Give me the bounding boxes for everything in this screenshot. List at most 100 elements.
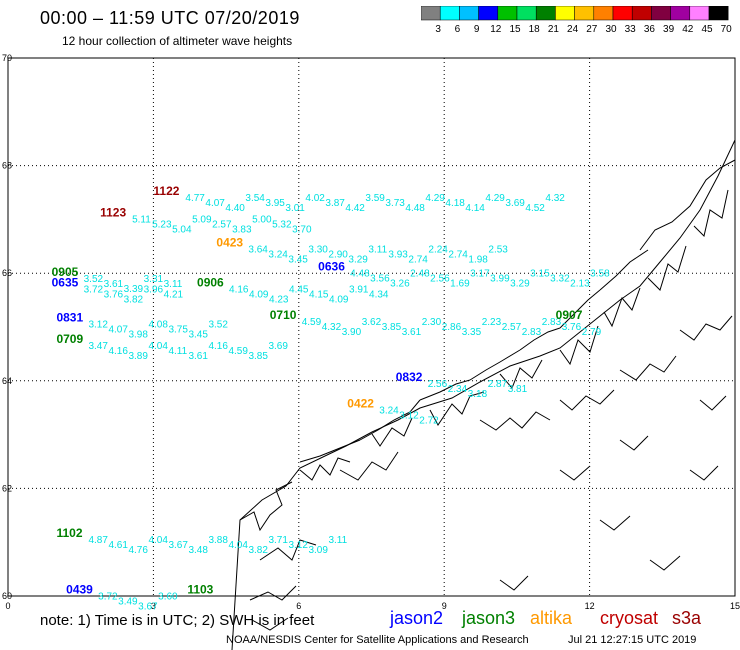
wave-height-value: 3.09 bbox=[308, 545, 328, 556]
wave-height-value: 3.73 bbox=[385, 198, 405, 209]
wave-height-value: 4.15 bbox=[309, 290, 329, 301]
wave-height-value: 4.34 bbox=[369, 290, 389, 301]
wave-height-value: 4.09 bbox=[329, 295, 349, 306]
pass-time-label: 0635 bbox=[52, 276, 79, 290]
wave-height-value: 3.31 bbox=[144, 274, 164, 285]
pass-time-label: 0907 bbox=[556, 308, 583, 322]
wave-height-value: 4.16 bbox=[108, 346, 128, 357]
y-tick-label: 68 bbox=[2, 161, 12, 171]
wave-height-value: 3.11 bbox=[328, 535, 347, 546]
legend-cryosat: cryosat bbox=[600, 608, 659, 628]
satellite-tracks: 4.77 4.07 4.403.54 3.95 3.014.02 3.87 4.423.59… bbox=[52, 184, 610, 612]
wave-height-value: 3.81 bbox=[508, 384, 528, 395]
pass-time-label: 1122 bbox=[153, 184, 179, 198]
wave-height-value: 3.62 bbox=[362, 317, 382, 328]
colorbar-label: 24 bbox=[567, 24, 579, 35]
wave-height-value: 5.00 bbox=[252, 215, 272, 226]
colorbar-label: 12 bbox=[490, 24, 502, 35]
wave-height-value: 4.32 bbox=[322, 322, 342, 333]
legend-s3a: s3a bbox=[672, 608, 702, 628]
colorbar-label: 45 bbox=[701, 24, 713, 35]
wave-height-value: 1.98 bbox=[468, 254, 488, 265]
wave-height-value: 3.67 bbox=[168, 540, 188, 551]
pass-time-label: 0906 bbox=[197, 276, 224, 290]
wave-height-value: 4.52 bbox=[525, 203, 545, 214]
wave-height-value: 3.61 bbox=[188, 351, 208, 362]
wave-height-value: 2.24 bbox=[428, 244, 448, 255]
wave-height-value: 4.77 bbox=[185, 193, 205, 204]
wave-height-value: 3.45 bbox=[188, 330, 208, 341]
wave-height-value: 3.90 bbox=[342, 327, 362, 338]
wave-height-value: 4.29 bbox=[425, 193, 445, 204]
wave-height-value: 4.11 bbox=[168, 346, 187, 357]
wave-height-value: 4.40 bbox=[225, 203, 245, 214]
track-0709: 3.47 4.16 3.894.04 4.11 3.614.16 4.59 3.853.69… bbox=[56, 332, 288, 362]
wave-height-value: 2.57 bbox=[502, 322, 522, 333]
wave-height-value: 3.99 bbox=[490, 274, 510, 285]
wave-height-value: 3.70 bbox=[292, 225, 312, 236]
colorbar-label: 33 bbox=[625, 24, 637, 35]
track-0423: 3.64 3.24 3.453.30 2.90 3.293.11 3.93 2.742.24… bbox=[216, 235, 508, 265]
legend-altika: altika bbox=[530, 608, 573, 628]
wave-height-value: 3.64 bbox=[248, 244, 268, 255]
wave-height-value: 2.34 bbox=[448, 384, 468, 395]
wave-height-value: 3.96 bbox=[144, 285, 164, 296]
y-tick-label: 62 bbox=[2, 483, 12, 493]
wave-height-value: 3.12 bbox=[399, 411, 419, 422]
wave-height-value: 2.72 bbox=[419, 416, 439, 427]
wave-height-value: 4.08 bbox=[148, 320, 168, 331]
wave-height-value: 5.23 bbox=[152, 220, 172, 231]
wave-height-value: 4.42 bbox=[345, 203, 365, 214]
wave-height-value: 2.56 bbox=[428, 379, 448, 390]
colorbar-swatch bbox=[708, 6, 729, 21]
wave-height-value: 3.24 bbox=[379, 406, 399, 417]
wave-height-value: 2.56 bbox=[430, 274, 450, 285]
wave-height-value: 4.59 bbox=[228, 346, 248, 357]
axis-ticks: 0 3 6 9 12 15 60 62 64 66 68 70 bbox=[2, 53, 740, 611]
plot-frame bbox=[7, 57, 736, 597]
wave-height-value: 3.72 bbox=[98, 591, 118, 602]
colorbar-label: 42 bbox=[682, 24, 694, 35]
wave-height-value: 5.32 bbox=[272, 220, 292, 231]
pass-time-label: 0831 bbox=[56, 311, 83, 325]
coastline bbox=[231, 139, 736, 650]
track-0636: 4.48 3.56 3.262.48 2.56 1.693.17 3.99 3.293.15… bbox=[318, 260, 610, 290]
wave-height-value: 3.72 bbox=[84, 285, 104, 296]
wave-height-value: 4.04 bbox=[148, 535, 168, 546]
pass-time-label: 1103 bbox=[187, 582, 213, 596]
wave-height-value: 2.57 bbox=[212, 220, 232, 231]
pass-time-label: 0636 bbox=[318, 260, 345, 274]
wave-height-value: 3.29 bbox=[510, 279, 530, 290]
wave-height-value: 4.09 bbox=[249, 290, 269, 301]
pass-time-label: 1123 bbox=[100, 206, 126, 220]
generated-timestamp: Jul 21 12:27:15 UTC 2019 bbox=[568, 634, 697, 646]
wave-height-value: 3.71 bbox=[268, 535, 288, 546]
wave-height-value: 4.07 bbox=[108, 325, 128, 336]
wave-height-value: 3.76 bbox=[104, 290, 124, 301]
wave-height-value: 4.32 bbox=[545, 193, 565, 204]
wave-height-value: 3.69 bbox=[268, 341, 288, 352]
wave-height-value: 3.32 bbox=[550, 274, 570, 285]
wave-height-value: 2.83 bbox=[542, 317, 562, 328]
colorbar-label: 36 bbox=[644, 24, 656, 35]
wave-height-value: 2.74 bbox=[408, 254, 428, 265]
wave-height-value: 3.89 bbox=[128, 351, 148, 362]
pass-time-label: 1102 bbox=[56, 526, 82, 540]
wave-height-value: 4.29 bbox=[485, 193, 505, 204]
wave-height-value: 3.91 bbox=[349, 285, 369, 296]
colorbar-label: 3 bbox=[435, 24, 441, 35]
wave-height-value: 3.98 bbox=[128, 330, 148, 341]
wave-height-value: 3.01 bbox=[285, 203, 305, 214]
wave-height-value: 3.69 bbox=[505, 198, 525, 209]
wave-height-value: 3.17 bbox=[470, 269, 490, 280]
wave-height-value: 3.30 bbox=[308, 244, 328, 255]
wave-height-value: 4.48 bbox=[350, 269, 370, 280]
track-0905: 3.52 3.61 3.393.31 3.11 0905 bbox=[52, 265, 183, 295]
legend-jason2: jason2 bbox=[390, 608, 444, 628]
colorbar-label: 9 bbox=[474, 24, 480, 35]
graticule bbox=[8, 58, 735, 596]
wave-height-value: 3.76 bbox=[562, 322, 582, 333]
wave-height-value: 3.85 bbox=[382, 322, 402, 333]
wave-height-value: 2.23 bbox=[482, 317, 502, 328]
